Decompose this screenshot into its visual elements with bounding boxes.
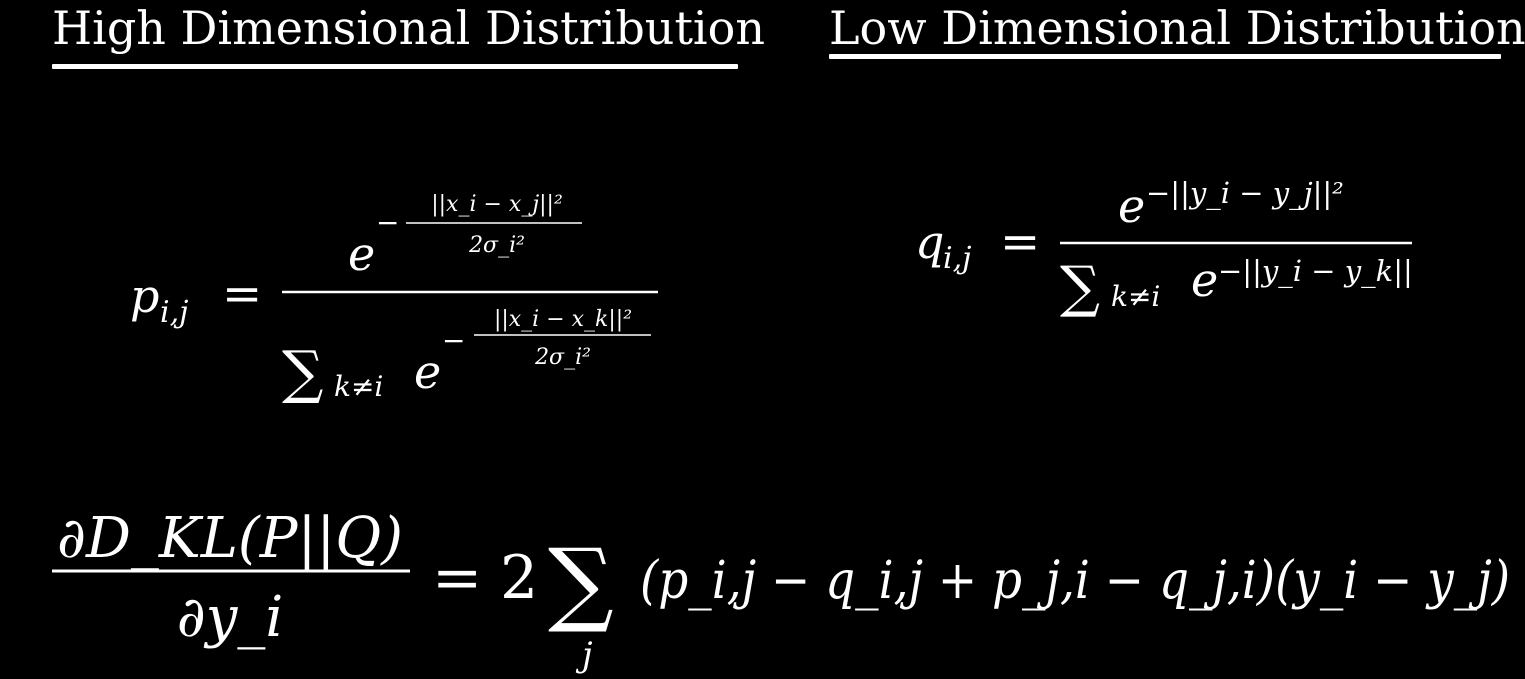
- gradient-numerator: ∂D_KL(P||Q): [57, 506, 403, 571]
- q-den-sum-subscript: k≠i: [1111, 280, 1160, 313]
- p-num-exp-denominator: 2σ_i²: [468, 233, 525, 258]
- q-numerator: e −||y_i − y_j||²: [1118, 176, 1344, 233]
- p-den-exp-minus: −: [442, 324, 465, 357]
- high-dimensional-heading: High Dimensional Distribution: [52, 1, 765, 55]
- q-den-exponent: −||y_i − y_k||: [1218, 254, 1413, 289]
- p-equation: p i,j = e − ||x_i − x_j||² 2σ_i² ∑ k≠i e…: [130, 192, 658, 406]
- q-den-sum-symbol: ∑: [1060, 255, 1100, 320]
- q-lhs-var: q: [915, 215, 944, 269]
- gradient-coefficient: 2: [500, 543, 538, 613]
- gradient-equals-sign: =: [432, 543, 482, 613]
- p-den-base-e: e: [414, 345, 441, 399]
- p-den-sum-subscript: k≠i: [334, 370, 383, 403]
- gradient-terms: (p_i,j − q_i,j + p_j,i − q_j,i)(y_i − y_…: [640, 551, 1510, 611]
- q-den-base-e: e: [1191, 253, 1218, 307]
- p-lhs-var: p: [130, 269, 159, 323]
- p-num-exp-numerator: ||x_i − x_j||²: [431, 192, 563, 217]
- p-den-sum-symbol: ∑: [282, 338, 323, 406]
- q-denominator: ∑ k≠i e −||y_i − y_k||: [1060, 253, 1413, 320]
- gradient-equation: ∂D_KL(P||Q) ∂y_i = 2 ∑ j (p_i,j − q_i,j …: [52, 506, 1510, 675]
- low-dimensional-heading-underline: [829, 54, 1501, 59]
- gradient-denominator: ∂y_i: [177, 585, 284, 650]
- p-numerator: e − ||x_i − x_j||² 2σ_i²: [348, 192, 582, 281]
- p-num-base-e: e: [348, 227, 375, 281]
- p-num-exp-minus: −: [376, 206, 399, 239]
- q-lhs-subscript: i,j: [943, 241, 971, 276]
- p-den-exp-numerator: ||x_i − x_k||²: [494, 307, 632, 332]
- high-dimensional-heading-underline: [52, 64, 738, 69]
- gradient-sum-symbol: ∑: [548, 529, 614, 636]
- p-den-exp-denominator: 2σ_i²: [534, 345, 591, 370]
- p-lhs-subscript: i,j: [160, 295, 188, 330]
- q-equation: q i,j = e −||y_i − y_j||² ∑ k≠i e −||y_i…: [915, 176, 1413, 320]
- p-denominator: ∑ k≠i e − ||x_i − x_k||² 2σ_i²: [282, 307, 651, 406]
- q-num-base-e: e: [1118, 179, 1145, 233]
- q-num-exponent: −||y_i − y_j||²: [1146, 176, 1344, 211]
- low-dimensional-heading: Low Dimensional Distribution: [829, 1, 1525, 55]
- gradient-sum-index: j: [575, 635, 593, 675]
- p-equals-sign: =: [222, 266, 262, 322]
- q-equals-sign: =: [1000, 214, 1040, 270]
